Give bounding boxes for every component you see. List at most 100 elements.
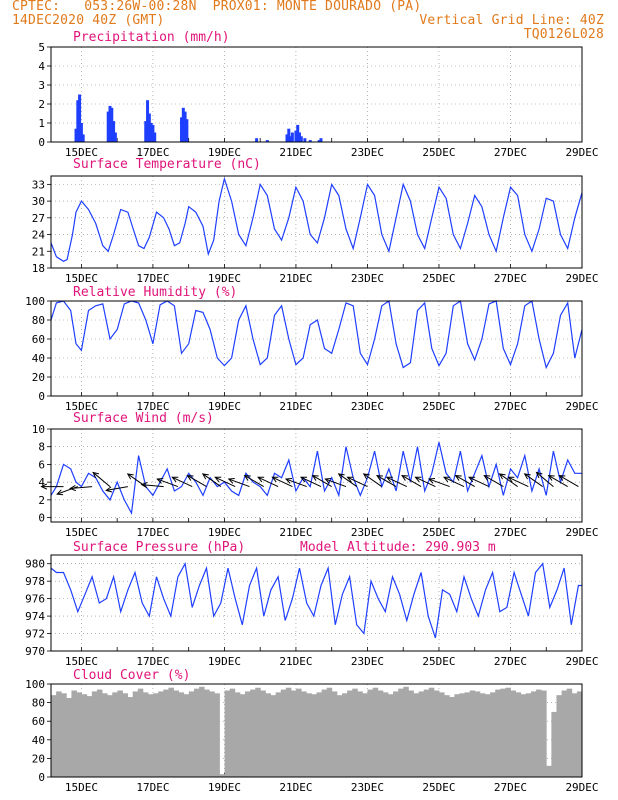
- cloud-bar: [56, 691, 62, 777]
- y-tick-label: 974: [25, 610, 45, 623]
- cloud-bar: [439, 692, 445, 777]
- panel-title: Relative Humidity (%): [73, 285, 237, 300]
- wind-vector: [299, 476, 322, 488]
- y-tick-label: 60: [32, 715, 45, 728]
- wind-vector-shaft: [325, 478, 347, 488]
- wind-vector-shaft: [484, 475, 504, 488]
- wind-vector-head: [558, 474, 566, 481]
- cloud-bar: [81, 694, 88, 777]
- y-tick-label: 18: [32, 262, 45, 275]
- series-line: [50, 561, 582, 639]
- cloud-bar: [86, 696, 93, 777]
- wind-vector-head: [284, 477, 293, 484]
- y-tick-label: 33: [32, 178, 45, 191]
- wind-vector-shaft: [187, 475, 207, 488]
- wind-vector-head: [126, 473, 134, 480]
- wind-vector-head: [271, 476, 279, 483]
- x-tick-label: 29DEC: [565, 655, 598, 668]
- wind-vector: [140, 482, 164, 489]
- y-tick-label: 20: [32, 371, 45, 384]
- cloud-bar: [132, 691, 139, 777]
- cloud-bar: [551, 711, 557, 777]
- model-altitude-label: Model Altitude: 290.903 m: [300, 540, 496, 555]
- x-tick-label: 27DEC: [494, 272, 527, 285]
- wind-vector: [468, 476, 490, 488]
- wind-vector-shaft: [376, 475, 397, 488]
- wind-vector-shaft: [257, 476, 279, 488]
- cloud-bar: [51, 695, 57, 777]
- precip-bar: [144, 121, 148, 142]
- x-tick-label: 29DEC: [565, 400, 598, 413]
- wind-vector-head: [362, 473, 370, 480]
- wind-vector-shaft: [244, 475, 265, 488]
- wind-vector: [214, 476, 236, 488]
- y-tick-label: 100: [25, 295, 45, 308]
- cloud-bar: [183, 694, 190, 777]
- cloud-bar: [556, 695, 562, 777]
- cloud-bar: [102, 693, 108, 777]
- x-tick-label: 29DEC: [565, 781, 598, 794]
- cloud-bar: [127, 697, 134, 777]
- panel-title: Precipitation (mm/h): [73, 30, 230, 45]
- x-tick-label: 21DEC: [279, 146, 312, 159]
- wind-vector-head: [346, 476, 354, 483]
- x-tick-label: 23DEC: [351, 400, 384, 413]
- y-tick-label: 30: [32, 195, 45, 208]
- y-tick-label: 80: [32, 314, 45, 327]
- wind-vector-shaft: [428, 478, 450, 488]
- wind-vector: [186, 474, 207, 488]
- cloud-bar: [219, 774, 225, 777]
- wind-vector-head: [140, 482, 148, 489]
- wind-vector-head: [186, 474, 194, 481]
- wind-vector-head: [523, 473, 531, 480]
- cloud-bar: [561, 690, 568, 777]
- cloud-bar: [255, 687, 261, 777]
- panel-frame: [50, 554, 583, 652]
- cloud-bar: [331, 691, 338, 777]
- wind-vector-head: [547, 474, 555, 481]
- wind-vector: [257, 476, 279, 488]
- precip-bar: [296, 124, 300, 142]
- cloud-bar: [362, 693, 368, 777]
- wind-vector-shaft: [141, 484, 164, 488]
- cloud-bar: [275, 692, 282, 777]
- cloud-bar: [76, 692, 83, 777]
- cloud-bar: [71, 690, 77, 777]
- cloud-bar: [382, 692, 389, 777]
- cloud-bar: [576, 691, 583, 777]
- cloud-bar: [464, 692, 471, 777]
- cloud-bar: [234, 692, 241, 777]
- wind-vector-shaft: [338, 473, 358, 487]
- cloud-bar: [321, 689, 328, 777]
- precip-bar: [149, 123, 153, 142]
- cloud-bar: [444, 695, 450, 777]
- wind-vector-head: [171, 476, 179, 483]
- wind-vector-head: [243, 474, 251, 481]
- cloud-bar: [433, 690, 440, 777]
- precip-bar: [74, 128, 78, 142]
- cloud-bar: [107, 695, 113, 777]
- cloud-bar: [245, 691, 251, 777]
- wind-vector: [271, 476, 293, 488]
- x-tick-label: 29DEC: [565, 526, 598, 539]
- cloud-bar: [199, 686, 205, 777]
- cloud-bar: [224, 690, 231, 777]
- wind-vector-shaft: [347, 476, 368, 488]
- cloud-bar: [188, 691, 195, 777]
- precip-bar: [185, 119, 189, 142]
- wind-vector-head: [324, 477, 332, 484]
- cloud-bar: [229, 688, 236, 777]
- wind-vector-head: [443, 476, 451, 483]
- wind-vector: [337, 473, 358, 487]
- wind-vector-shaft: [92, 472, 111, 487]
- cloud-bar: [301, 691, 307, 777]
- panel-title: Surface Pressure (hPa): [73, 540, 245, 555]
- x-tick-label: 17DEC: [136, 526, 169, 539]
- wind-vector: [346, 476, 368, 488]
- y-tick-label: 20: [32, 752, 45, 765]
- precip-bar: [319, 138, 323, 142]
- cloud-bar: [403, 686, 409, 777]
- precip-bar: [78, 94, 82, 142]
- wind-vector-shaft: [415, 476, 436, 488]
- cloud-bar: [398, 688, 404, 777]
